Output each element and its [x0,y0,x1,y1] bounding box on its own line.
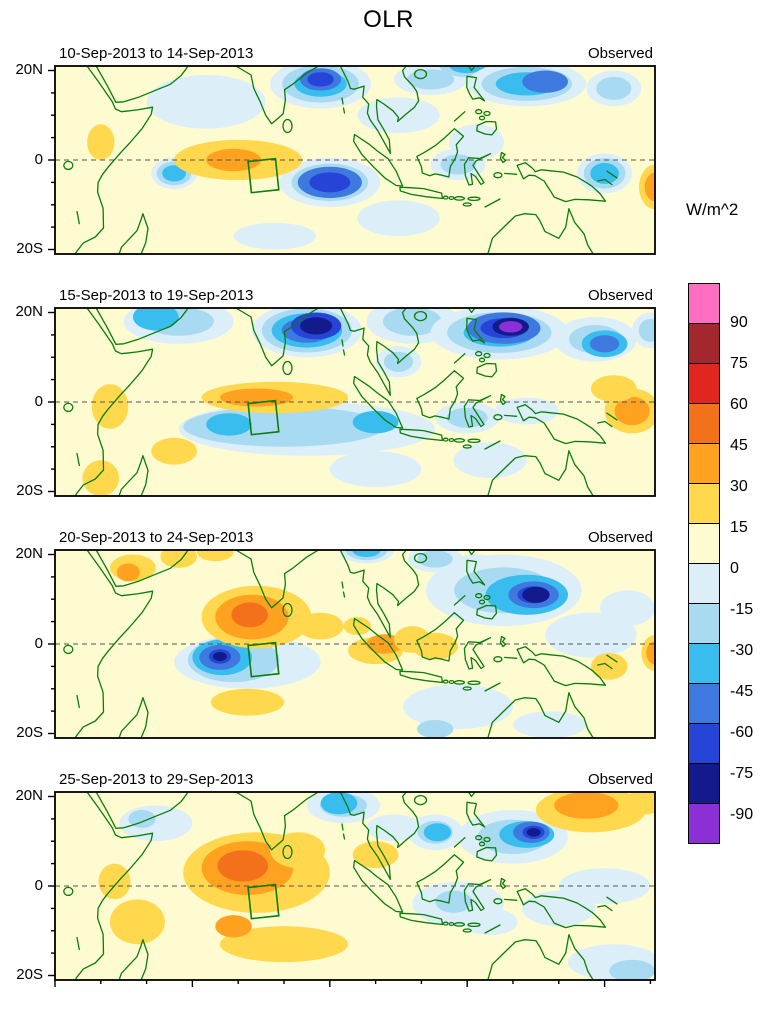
lat-tick-label: 20S [16,724,43,741]
colorbar: 90 75 60 45 30 15 0 -15 -30 -45 -60 -75 -90 [688,283,753,844]
colorbar-tick-label: -45 [730,683,754,700]
panel-source-label: Observed [587,529,653,546]
colorbar-tick-label: 0 [730,560,739,577]
colorbar-cell [688,763,720,804]
lat-tick-label: 0 [34,393,43,410]
panel-date-range: 20-Sep-2013 to 24-Sep-2013 [59,529,254,546]
map-plot [48,65,656,255]
panel-source-label: Observed [587,287,653,304]
figure-title: OLR [363,6,414,33]
panel-date-range: 25-Sep-2013 to 29-Sep-2013 [59,771,254,788]
map-plot [48,307,656,497]
colorbar-cell [688,403,720,444]
colorbar-cell [688,723,720,764]
colorbar-tick-label: 30 [730,478,748,495]
map-panel-4: 25-Sep-2013 to 29-Sep-2013 Observed 20N … [15,764,659,987]
colorbar-cell [688,683,720,724]
colorbar-cell [688,443,720,484]
colorbar-tick-label: 15 [730,519,748,536]
colorbar-tick-label: -15 [730,601,754,618]
colorbar-cell [688,523,720,564]
lat-tick-label: 20S [16,482,43,499]
map-panel-3: 20-Sep-2013 to 24-Sep-2013 Observed 20N … [15,522,659,741]
lat-tick-label: 0 [34,877,43,894]
colorbar-cell [688,603,720,644]
colorbar-cell [688,323,720,364]
colorbar-tick-label: 45 [730,437,748,454]
lat-tick-label: 20N [15,545,43,562]
lat-tick-label: 20S [16,240,43,257]
lon-axis: 30E60E90E120E150E [55,1006,655,1012]
colorbar-cell [688,563,720,604]
lat-tick-label: 0 [34,635,43,652]
map-panel-1: 10-Sep-2013 to 14-Sep-2013 Observed 20N … [15,38,659,257]
lat-tick-label: 20N [15,61,43,78]
colorbar-tick-label: 90 [730,314,748,331]
panel-source-label: Observed [587,45,653,62]
panel-date-range: 10-Sep-2013 to 14-Sep-2013 [59,45,254,62]
colorbar-tick-label: -60 [730,724,754,741]
lat-tick-label: 20N [15,787,43,804]
colorbar-tick-label: 75 [730,355,748,372]
colorbar-cell [688,363,720,404]
lat-tick-label: 20N [15,303,43,320]
colorbar-cell [688,283,720,324]
panel-source-label: Observed [587,771,653,788]
colorbar-tick-label: -90 [730,806,754,823]
map-panel-2: 15-Sep-2013 to 19-Sep-2013 Observed 20N … [15,280,659,499]
colorbar-tick-label: 60 [730,396,748,413]
lat-tick-label: 0 [34,151,43,168]
colorbar-units-label: W/m^2 [686,200,739,219]
panel-date-range: 15-Sep-2013 to 19-Sep-2013 [59,287,254,304]
colorbar-tick-label: -75 [730,765,754,782]
lat-tick-label: 20S [16,966,43,983]
colorbar-tick-label: -30 [730,642,754,659]
map-plot [48,791,656,987]
colorbar-cell [688,803,720,844]
colorbar-cell [688,643,720,684]
map-plot [48,549,656,739]
colorbar-cell [688,483,720,524]
